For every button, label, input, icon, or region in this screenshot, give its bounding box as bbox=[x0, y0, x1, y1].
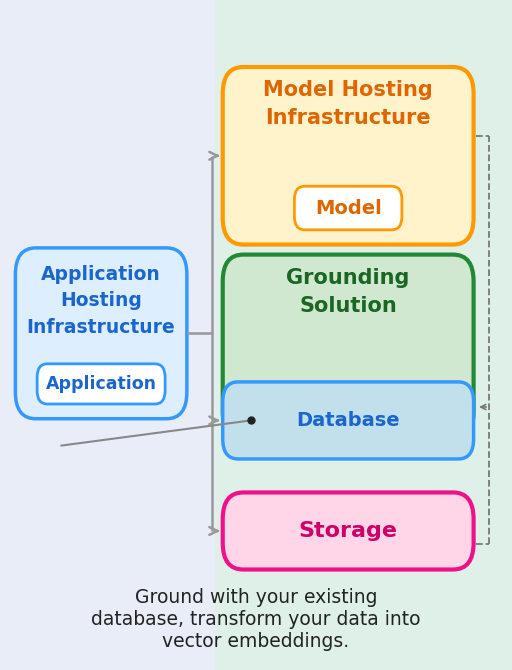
Text: Grounding
Solution: Grounding Solution bbox=[287, 268, 410, 316]
FancyBboxPatch shape bbox=[215, 0, 512, 670]
Text: Database: Database bbox=[296, 411, 400, 430]
FancyBboxPatch shape bbox=[223, 492, 474, 570]
Text: Ground with your existing
database, transform your data into
vector embeddings.: Ground with your existing database, tran… bbox=[91, 588, 421, 651]
FancyBboxPatch shape bbox=[294, 186, 402, 230]
FancyBboxPatch shape bbox=[223, 255, 474, 439]
Text: Storage: Storage bbox=[298, 521, 398, 541]
Text: Application: Application bbox=[46, 375, 157, 393]
Text: Application
Hosting
Infrastructure: Application Hosting Infrastructure bbox=[27, 265, 176, 336]
FancyBboxPatch shape bbox=[37, 364, 165, 404]
FancyBboxPatch shape bbox=[223, 382, 474, 459]
Text: Model: Model bbox=[315, 198, 381, 218]
Text: Model Hosting
Infrastructure: Model Hosting Infrastructure bbox=[263, 80, 433, 129]
FancyBboxPatch shape bbox=[223, 67, 474, 245]
FancyBboxPatch shape bbox=[15, 248, 187, 419]
